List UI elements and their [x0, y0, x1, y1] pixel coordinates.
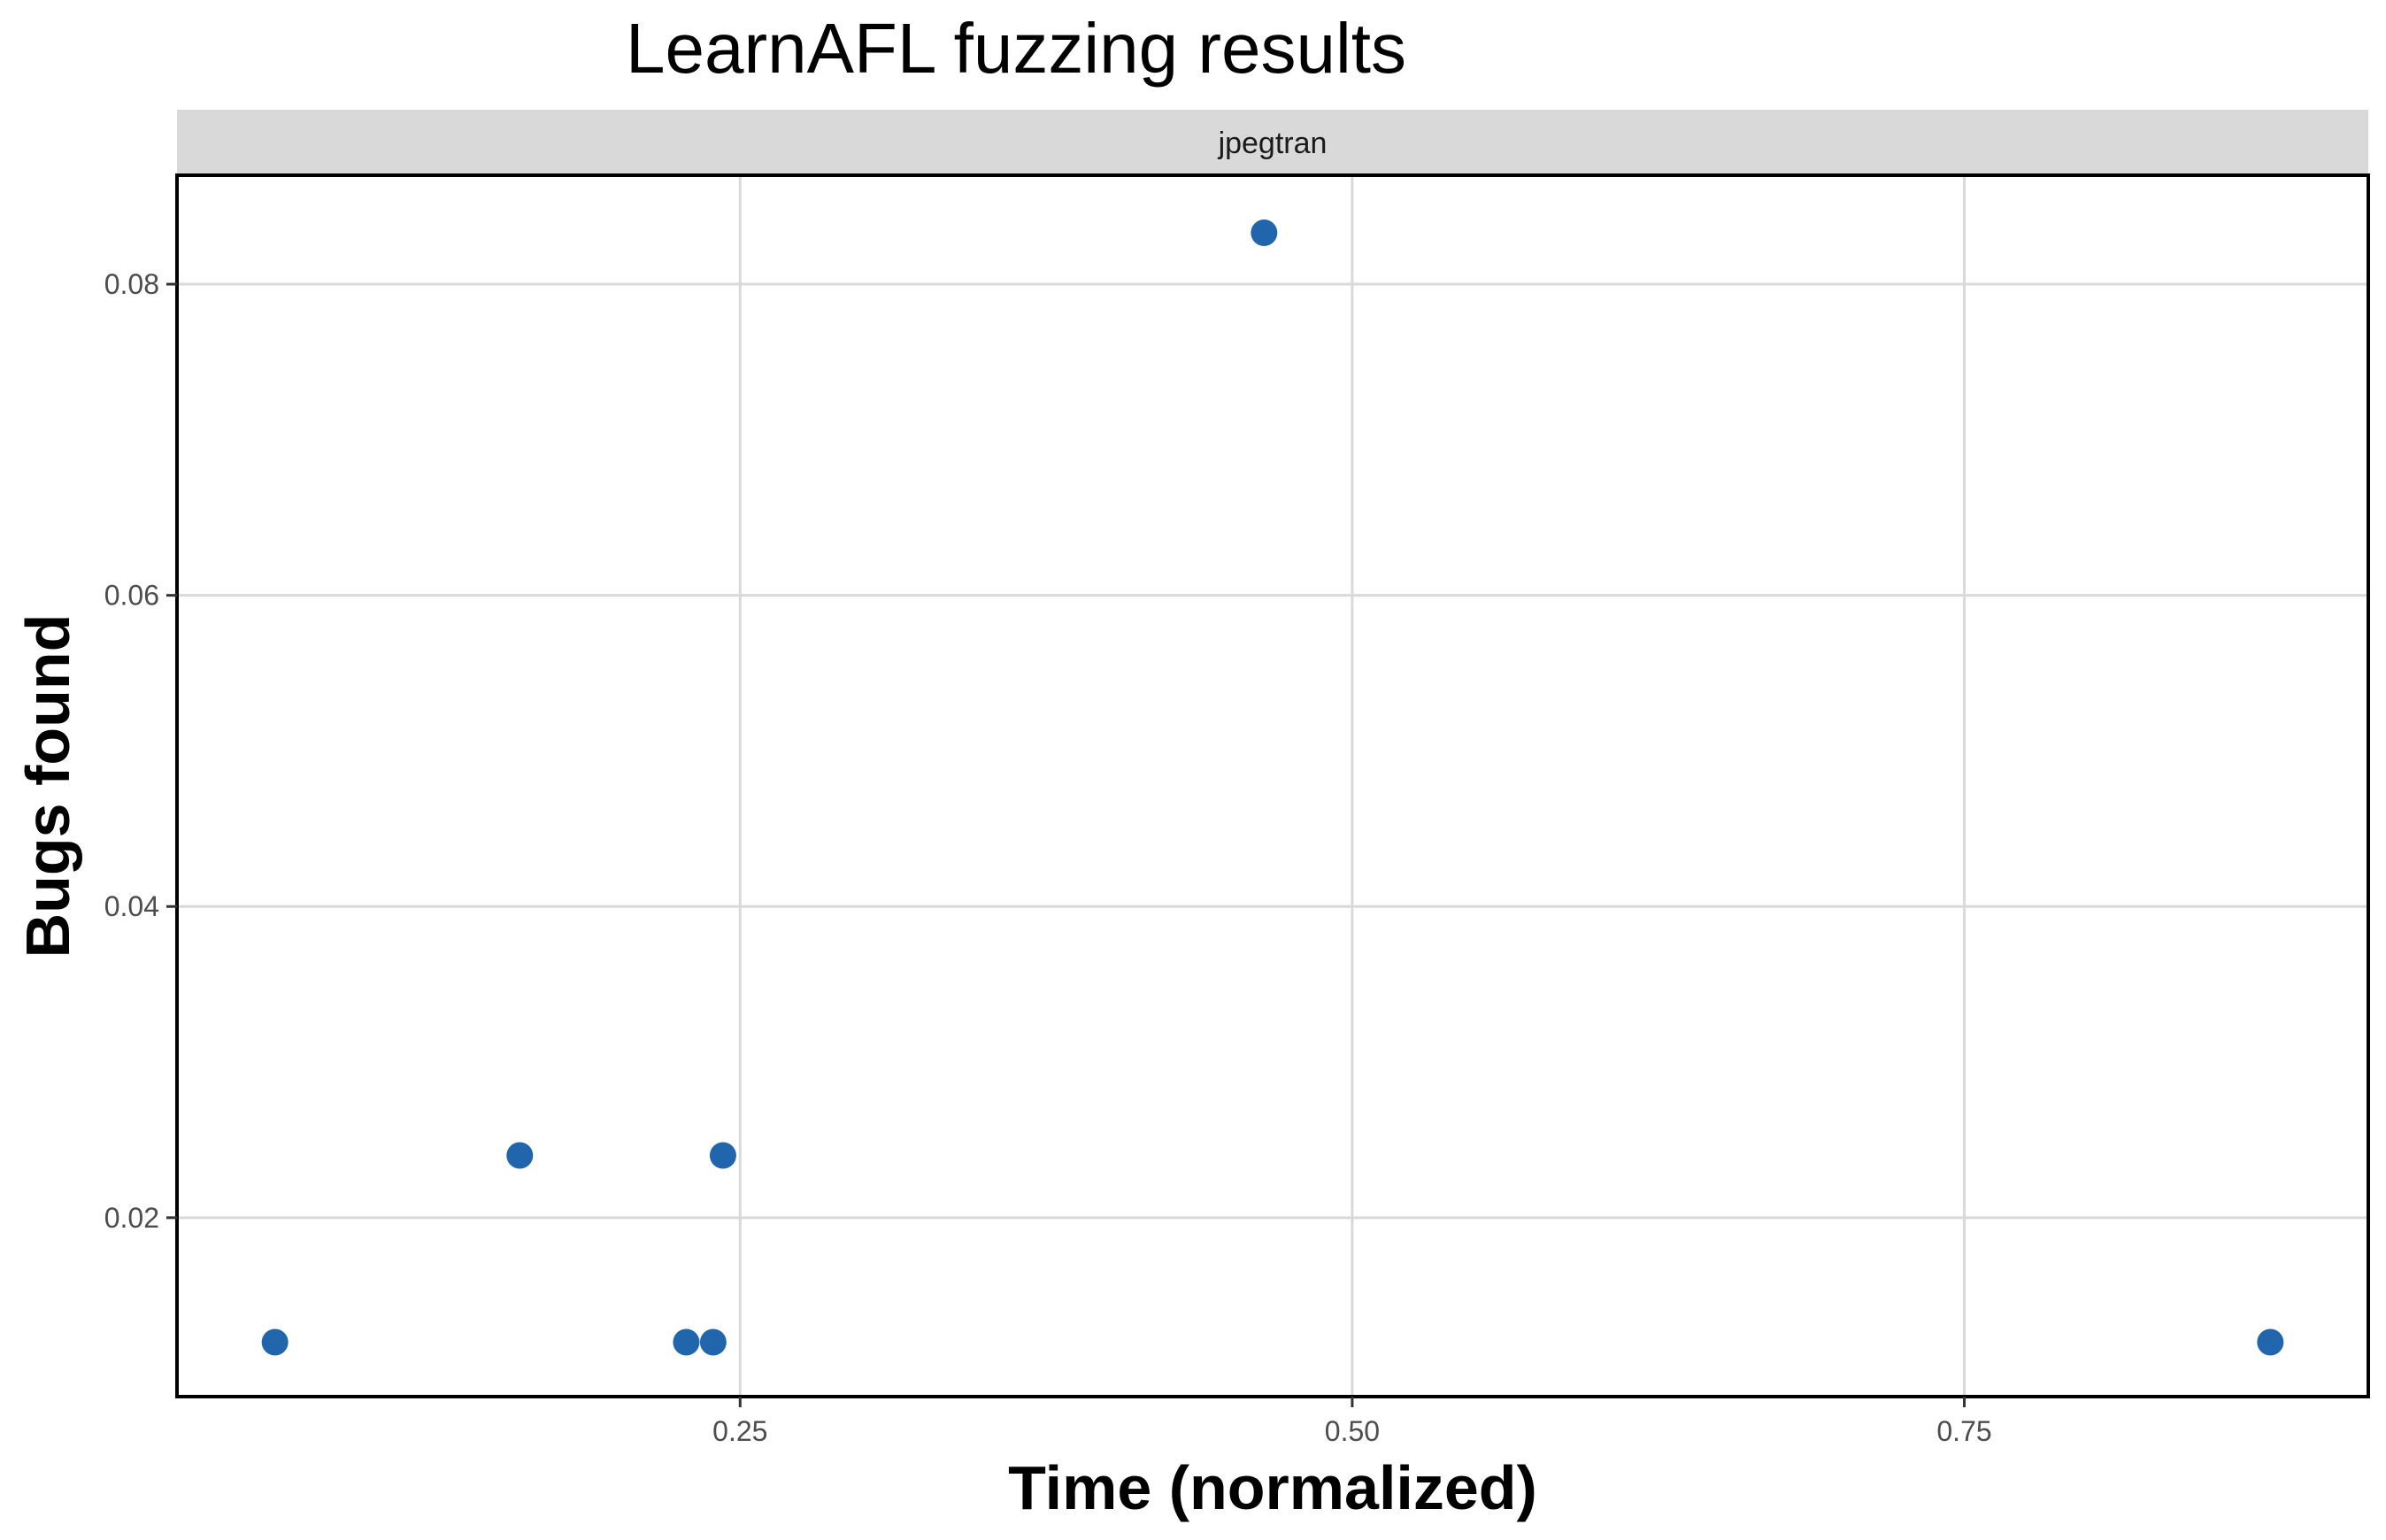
y-tick-label: 0.02 — [104, 1202, 159, 1234]
data-point — [673, 1328, 700, 1356]
y-axis-title: Bugs found — [13, 614, 82, 959]
x-tick-label: 0.25 — [712, 1415, 767, 1447]
y-axis: 0.02 0.04 0.06 0.08 — [104, 268, 177, 1234]
facet-label: jpegtran — [1218, 127, 1328, 160]
gridlines — [177, 175, 2368, 1397]
plot-panel — [177, 175, 2368, 1397]
x-axis: 0.25 0.50 0.75 — [712, 1397, 1992, 1447]
facet-strip — [177, 110, 2368, 175]
data-point — [699, 1328, 727, 1356]
x-axis-title: Time (normalized) — [1008, 1453, 1537, 1522]
data-point — [709, 1142, 736, 1169]
data-points — [261, 219, 2284, 1356]
data-point — [2257, 1328, 2284, 1356]
data-point — [261, 1328, 289, 1356]
chart-title: LearnAFL fuzzing results — [626, 9, 1406, 88]
panel-border — [175, 173, 2370, 1398]
y-tick-label: 0.08 — [104, 268, 159, 300]
data-point — [1251, 219, 1278, 247]
data-point — [506, 1142, 534, 1169]
x-tick-label: 0.75 — [1936, 1415, 1991, 1447]
x-tick-label: 0.50 — [1325, 1415, 1380, 1447]
y-tick-label: 0.04 — [104, 890, 159, 922]
y-tick-label: 0.06 — [104, 580, 159, 612]
